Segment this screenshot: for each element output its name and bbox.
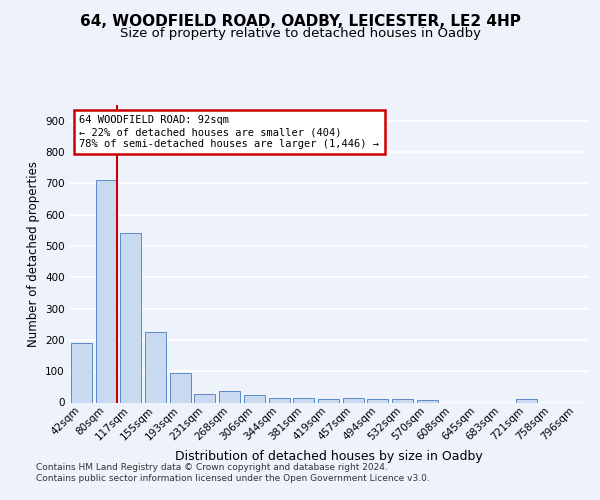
Text: Contains public sector information licensed under the Open Government Licence v3: Contains public sector information licen… [36,474,430,483]
Bar [194,394,215,402]
Bar [120,234,141,402]
Bar [293,398,314,402]
X-axis label: Distribution of detached houses by size in Oadby: Distribution of detached houses by size … [175,450,482,464]
Bar [170,374,191,402]
Bar [269,398,290,402]
Bar [95,180,116,402]
Bar [392,400,413,402]
Bar [417,400,438,402]
Text: Contains HM Land Registry data © Crown copyright and database right 2024.: Contains HM Land Registry data © Crown c… [36,462,388,471]
Bar [71,343,92,402]
Bar [343,398,364,402]
Text: 64 WOODFIELD ROAD: 92sqm
← 22% of detached houses are smaller (404)
78% of semi-: 64 WOODFIELD ROAD: 92sqm ← 22% of detach… [79,116,379,148]
Text: 64, WOODFIELD ROAD, OADBY, LEICESTER, LE2 4HP: 64, WOODFIELD ROAD, OADBY, LEICESTER, LE… [80,14,520,29]
Bar [244,394,265,402]
Bar [516,400,537,402]
Bar [145,332,166,402]
Text: Size of property relative to detached houses in Oadby: Size of property relative to detached ho… [119,28,481,40]
Bar [219,390,240,402]
Bar [367,400,388,402]
Y-axis label: Number of detached properties: Number of detached properties [26,161,40,347]
Bar [318,398,339,402]
